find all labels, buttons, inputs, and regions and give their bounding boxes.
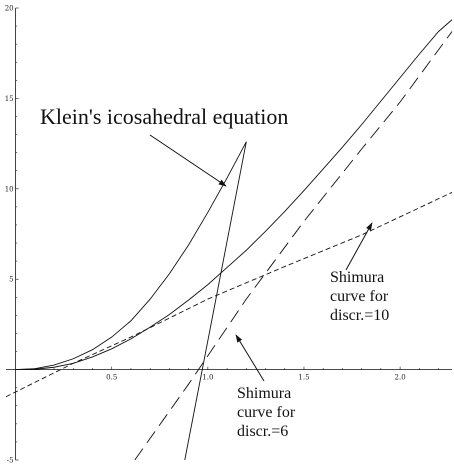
annotation-0-arrow — [149, 134, 227, 187]
y-tick-label: 20 — [5, 5, 14, 13]
y-axis-ticks: -5 5 10 15 20 — [5, 5, 19, 464]
x-tick-label: 1.0 — [202, 374, 213, 382]
series-1-line — [15, 19, 453, 371]
annotation-1-line-0: Shimura — [330, 269, 384, 286]
x-tick-label: 2.0 — [395, 374, 406, 382]
annotation-1-arrow — [345, 222, 373, 271]
annotation-2-line-0: Shimura — [237, 385, 291, 402]
annotation-0-label: Klein's icosahedral equation — [40, 104, 288, 129]
series-0-line — [15, 141, 247, 371]
x-tick-label: 1.5 — [298, 374, 309, 382]
annotation-1-line-1: curve for — [330, 288, 389, 305]
series-4-line — [134, 31, 453, 461]
y-tick-label: -5 — [7, 457, 14, 464]
x-axis-ticks: 0.5 1.0 1.5 2.0 — [34, 366, 439, 382]
series-3-line — [5, 192, 453, 398]
annotation-2-line-2: discr.=6 — [237, 423, 288, 440]
annotation-0-line-0: Klein's icosahedral equation — [40, 104, 288, 129]
annotation-1-line-2: discr.=10 — [330, 307, 389, 324]
y-tick-label: 10 — [5, 185, 14, 193]
annotation-2-arrow — [235, 334, 265, 382]
annotation-layer: Klein's icosahedral equation Shimura curve… — [40, 104, 389, 440]
axes — [6, 8, 452, 460]
annotation-2-line-1: curve for — [237, 404, 296, 421]
series-2-line — [184, 141, 247, 461]
y-tick-label: 15 — [5, 95, 14, 103]
series-layer — [5, 19, 453, 461]
x-tick-label: 0.5 — [106, 374, 117, 382]
annotation-1-label: Shimura curve for discr.=10 — [330, 269, 389, 324]
annotation-2-label: Shimura curve for discr.=6 — [237, 385, 296, 440]
y-tick-label: 5 — [9, 276, 13, 284]
